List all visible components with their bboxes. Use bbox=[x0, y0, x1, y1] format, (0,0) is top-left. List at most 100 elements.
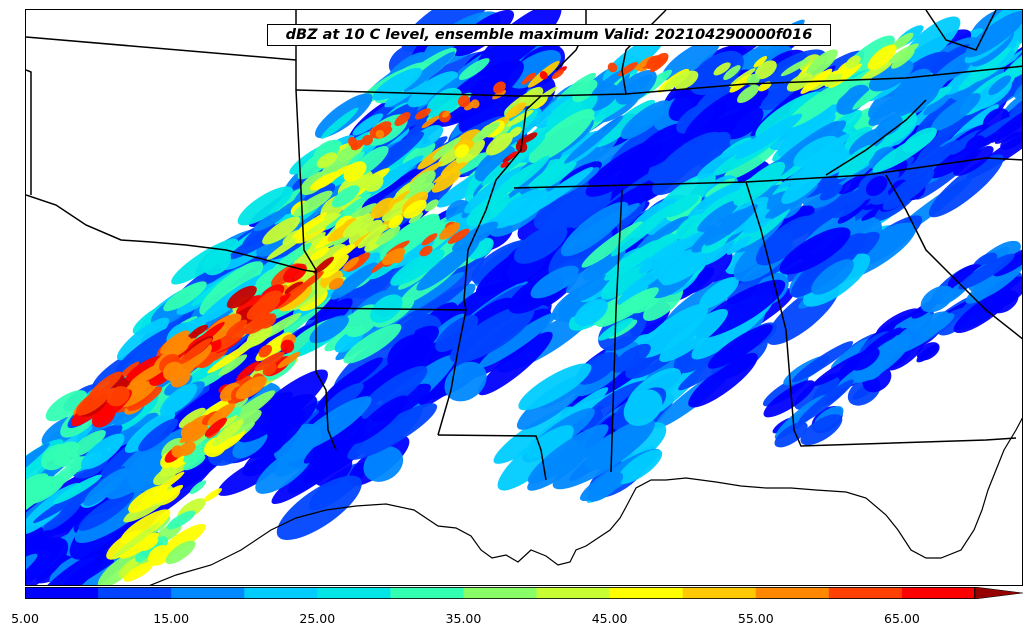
colorbar-tick-label: 45.00 bbox=[591, 611, 628, 626]
echo-cell bbox=[199, 261, 264, 316]
echo-cell bbox=[713, 62, 731, 76]
state-border bbox=[540, 65, 1022, 97]
echo-cell bbox=[466, 193, 510, 227]
echo-cell bbox=[838, 144, 877, 178]
echo-cell bbox=[280, 339, 295, 354]
echo-cell bbox=[322, 357, 383, 401]
echo-cell bbox=[791, 341, 854, 383]
echo-cell bbox=[623, 389, 663, 427]
echo-cell bbox=[481, 135, 546, 186]
echo-cell bbox=[723, 106, 764, 140]
colorbar-segment bbox=[171, 587, 245, 599]
echo-cell bbox=[159, 383, 198, 416]
echo-cell bbox=[591, 69, 626, 96]
echo-cell bbox=[602, 34, 665, 83]
echo-cell bbox=[454, 144, 470, 158]
echo-cell bbox=[80, 433, 125, 470]
echo-cell bbox=[918, 121, 964, 157]
echo-cell bbox=[421, 115, 440, 129]
echo-cell bbox=[424, 199, 439, 212]
state-border bbox=[745, 181, 1017, 447]
echo-cell bbox=[664, 193, 700, 218]
echo-cell bbox=[78, 491, 134, 531]
echo-cell bbox=[370, 197, 395, 219]
echo-cell bbox=[699, 276, 739, 309]
echo-cell bbox=[849, 127, 888, 156]
echo-cell bbox=[607, 62, 618, 73]
echo-cell bbox=[390, 249, 445, 286]
echo-cell bbox=[581, 221, 643, 268]
echo-cell bbox=[620, 100, 671, 139]
echo-cell bbox=[246, 323, 273, 347]
echo-cell bbox=[566, 249, 626, 294]
state-border bbox=[26, 36, 297, 61]
echo-cell bbox=[178, 338, 212, 365]
echo-cell bbox=[659, 308, 728, 363]
echo-cell bbox=[394, 112, 411, 127]
echo-cell bbox=[471, 121, 501, 144]
echo-cell bbox=[342, 256, 360, 272]
echo-cell bbox=[431, 170, 461, 193]
state-border bbox=[610, 189, 623, 473]
echo-cell bbox=[830, 338, 870, 370]
echo-cell bbox=[867, 44, 897, 70]
echo-cell bbox=[947, 264, 983, 290]
reflectivity-map bbox=[26, 10, 1022, 585]
echo-cell bbox=[923, 92, 952, 116]
echo-cell bbox=[262, 216, 301, 245]
echo-cell bbox=[331, 185, 360, 208]
echo-cell bbox=[328, 277, 344, 290]
state-border bbox=[295, 89, 541, 97]
echo-cell bbox=[432, 137, 461, 160]
echo-cell bbox=[83, 468, 129, 507]
echo-cell bbox=[313, 256, 334, 274]
echo-cell bbox=[291, 211, 328, 239]
echo-cell bbox=[153, 467, 177, 486]
colorbar-segment bbox=[755, 587, 830, 599]
state-border bbox=[26, 194, 317, 273]
echo-cell bbox=[293, 190, 333, 217]
colorbar-tick-label: 55.00 bbox=[737, 611, 774, 626]
echo-cell bbox=[797, 379, 855, 424]
echo-cell bbox=[652, 131, 731, 196]
map-title: dBZ at 10 C level, ensemble maximum Vali… bbox=[267, 24, 831, 46]
echo-cell bbox=[863, 327, 902, 354]
state-border bbox=[437, 434, 547, 481]
echo-cell bbox=[155, 484, 184, 504]
colorbar-segment bbox=[25, 587, 99, 599]
echo-cell bbox=[246, 295, 281, 320]
echo-cell bbox=[888, 43, 919, 63]
echo-cell bbox=[259, 313, 277, 329]
colorbar-segment bbox=[390, 587, 464, 599]
colorbar-segment bbox=[98, 587, 172, 599]
echo-cell bbox=[851, 347, 880, 371]
state-border bbox=[437, 95, 542, 436]
echo-cell bbox=[763, 380, 816, 418]
echo-cell bbox=[416, 239, 480, 291]
echo-cell bbox=[497, 425, 574, 491]
echo-cell bbox=[707, 324, 773, 369]
echo-cell bbox=[493, 406, 575, 464]
echo-cell bbox=[203, 249, 232, 276]
echo-cell bbox=[506, 109, 534, 127]
echo-cell bbox=[453, 152, 489, 175]
colorbar-segment bbox=[536, 587, 611, 599]
echo-cell bbox=[551, 69, 564, 80]
echo-cell bbox=[523, 72, 537, 83]
echo-cell bbox=[965, 10, 1022, 58]
colorbar-tick-label: 35.00 bbox=[445, 611, 482, 626]
echo-cell bbox=[166, 510, 196, 530]
echo-cell bbox=[838, 174, 867, 195]
echo-cell bbox=[615, 70, 657, 105]
echo-cell bbox=[650, 216, 689, 241]
echo-cell bbox=[97, 551, 141, 585]
echo-cell bbox=[33, 481, 100, 524]
colorbar-tick-label: 5.00 bbox=[11, 611, 39, 626]
echo-cell bbox=[729, 74, 753, 93]
echo-cell bbox=[452, 221, 499, 252]
echo-cell bbox=[347, 403, 438, 460]
echo-cell bbox=[127, 386, 163, 412]
echo-cell bbox=[343, 323, 402, 364]
echo-cell bbox=[790, 233, 866, 298]
echo-cell bbox=[920, 285, 954, 313]
